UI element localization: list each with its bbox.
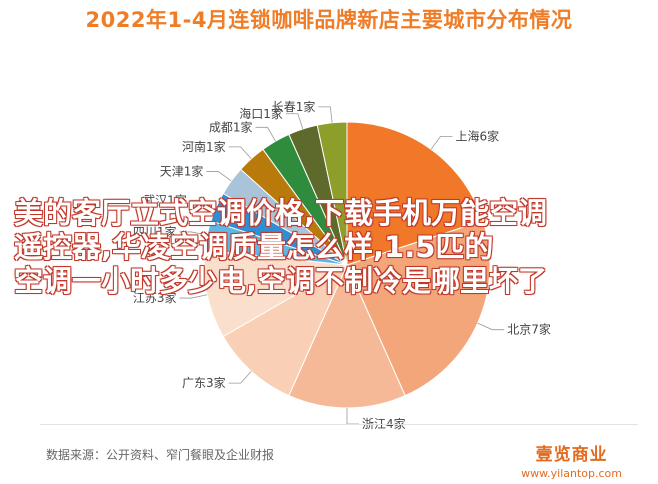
leader-line-浙江	[346, 408, 359, 425]
slice-label-四川: 四川1家	[133, 224, 177, 239]
leader-line-广东	[228, 371, 252, 384]
leader-line-四川	[179, 231, 208, 236]
slice-label-天津: 天津1家	[160, 164, 204, 179]
slice-label-北京: 北京7家	[507, 322, 551, 337]
chart-title: 2022年1-4月连锁咖啡品牌新店主要城市分布情况	[85, 8, 573, 32]
pie-slice-浙江	[288, 263, 406, 409]
slice-label-上海: 上海6家	[455, 128, 499, 143]
slice-label-浙江: 浙江4家	[362, 416, 406, 431]
slice-label-广东: 广东3家	[182, 375, 226, 390]
pie-slice-北京	[346, 220, 491, 397]
overlay-line-1: 美的客厅立式空调价格,下载手机万能空调	[14, 196, 548, 230]
leader-line-河南	[228, 146, 252, 159]
source-note: 数据来源：公开资料、窄门餐眼及企业财报	[46, 448, 275, 462]
leader-line-武汉	[189, 199, 217, 208]
leader-line-长春	[318, 106, 333, 123]
brand-url: www.yilantop.com	[521, 467, 622, 480]
overlay-line-3: 空调一小时多少电,空调不制冷是哪里坏了	[14, 264, 548, 298]
leader-line-上海	[430, 135, 453, 150]
slice-label-武汉: 武汉1家	[143, 192, 187, 207]
slice-label-成都: 成都1家	[209, 119, 253, 134]
footer-divider	[40, 424, 638, 425]
pie-slice-上海	[346, 121, 484, 266]
leader-line-海口	[285, 113, 304, 130]
pie-slice-长春	[316, 121, 348, 266]
overlay-line-2: 遥控器,华凌空调质量怎么样,1.5匹的	[14, 230, 494, 264]
slice-label-河南: 河南1家	[182, 139, 226, 154]
slice-label-江苏: 江苏3家	[133, 290, 177, 305]
leader-line-天津	[206, 171, 232, 182]
leader-line-江苏	[179, 294, 208, 299]
brand-logo: 壹览商业 www.yilantop.com	[521, 440, 622, 480]
leader-line-北京	[477, 322, 505, 331]
overlay-text: 美的客厅立式空调价格,下载手机万能空调 遥控器,华凌空调质量怎么样,1.5匹的 …	[14, 196, 654, 298]
leader-line-成都	[255, 126, 276, 142]
brand-name: 壹览商业	[535, 445, 608, 465]
slice-label-长春: 长春1家	[272, 99, 316, 114]
slice-label-海口: 海口1家	[239, 106, 283, 121]
